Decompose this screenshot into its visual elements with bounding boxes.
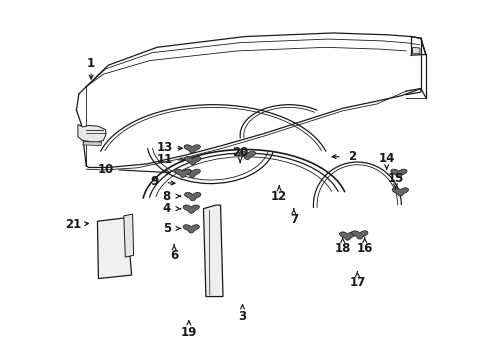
Polygon shape [392, 188, 409, 196]
Text: 15: 15 [387, 172, 404, 185]
Text: 13: 13 [156, 141, 172, 154]
Polygon shape [183, 205, 199, 213]
Polygon shape [184, 169, 200, 177]
Polygon shape [184, 145, 200, 153]
Text: 19: 19 [181, 326, 197, 339]
Polygon shape [98, 218, 132, 279]
Text: 18: 18 [335, 242, 351, 255]
Polygon shape [185, 192, 201, 201]
Polygon shape [83, 141, 102, 145]
Polygon shape [185, 157, 201, 165]
Text: 2: 2 [348, 150, 357, 163]
Text: 16: 16 [357, 242, 373, 255]
Text: 8: 8 [163, 190, 171, 203]
Text: 5: 5 [163, 222, 171, 235]
Polygon shape [183, 225, 199, 233]
Polygon shape [391, 169, 407, 177]
Text: 7: 7 [290, 213, 298, 226]
Text: 1: 1 [87, 57, 95, 70]
Text: 14: 14 [378, 152, 395, 165]
Polygon shape [175, 169, 191, 177]
Text: 20: 20 [232, 145, 248, 158]
Polygon shape [124, 214, 134, 257]
Text: 12: 12 [271, 190, 287, 203]
Text: 6: 6 [170, 249, 178, 262]
Polygon shape [352, 231, 368, 239]
Polygon shape [413, 47, 420, 54]
Polygon shape [340, 232, 356, 240]
Polygon shape [78, 125, 106, 142]
Polygon shape [239, 151, 256, 159]
Text: 17: 17 [349, 276, 366, 289]
Text: 9: 9 [150, 175, 159, 188]
Text: 4: 4 [163, 202, 171, 215]
Text: 11: 11 [156, 153, 172, 166]
Text: 10: 10 [98, 163, 114, 176]
Text: 3: 3 [239, 310, 246, 323]
Polygon shape [203, 205, 223, 297]
Text: 21: 21 [65, 218, 81, 231]
